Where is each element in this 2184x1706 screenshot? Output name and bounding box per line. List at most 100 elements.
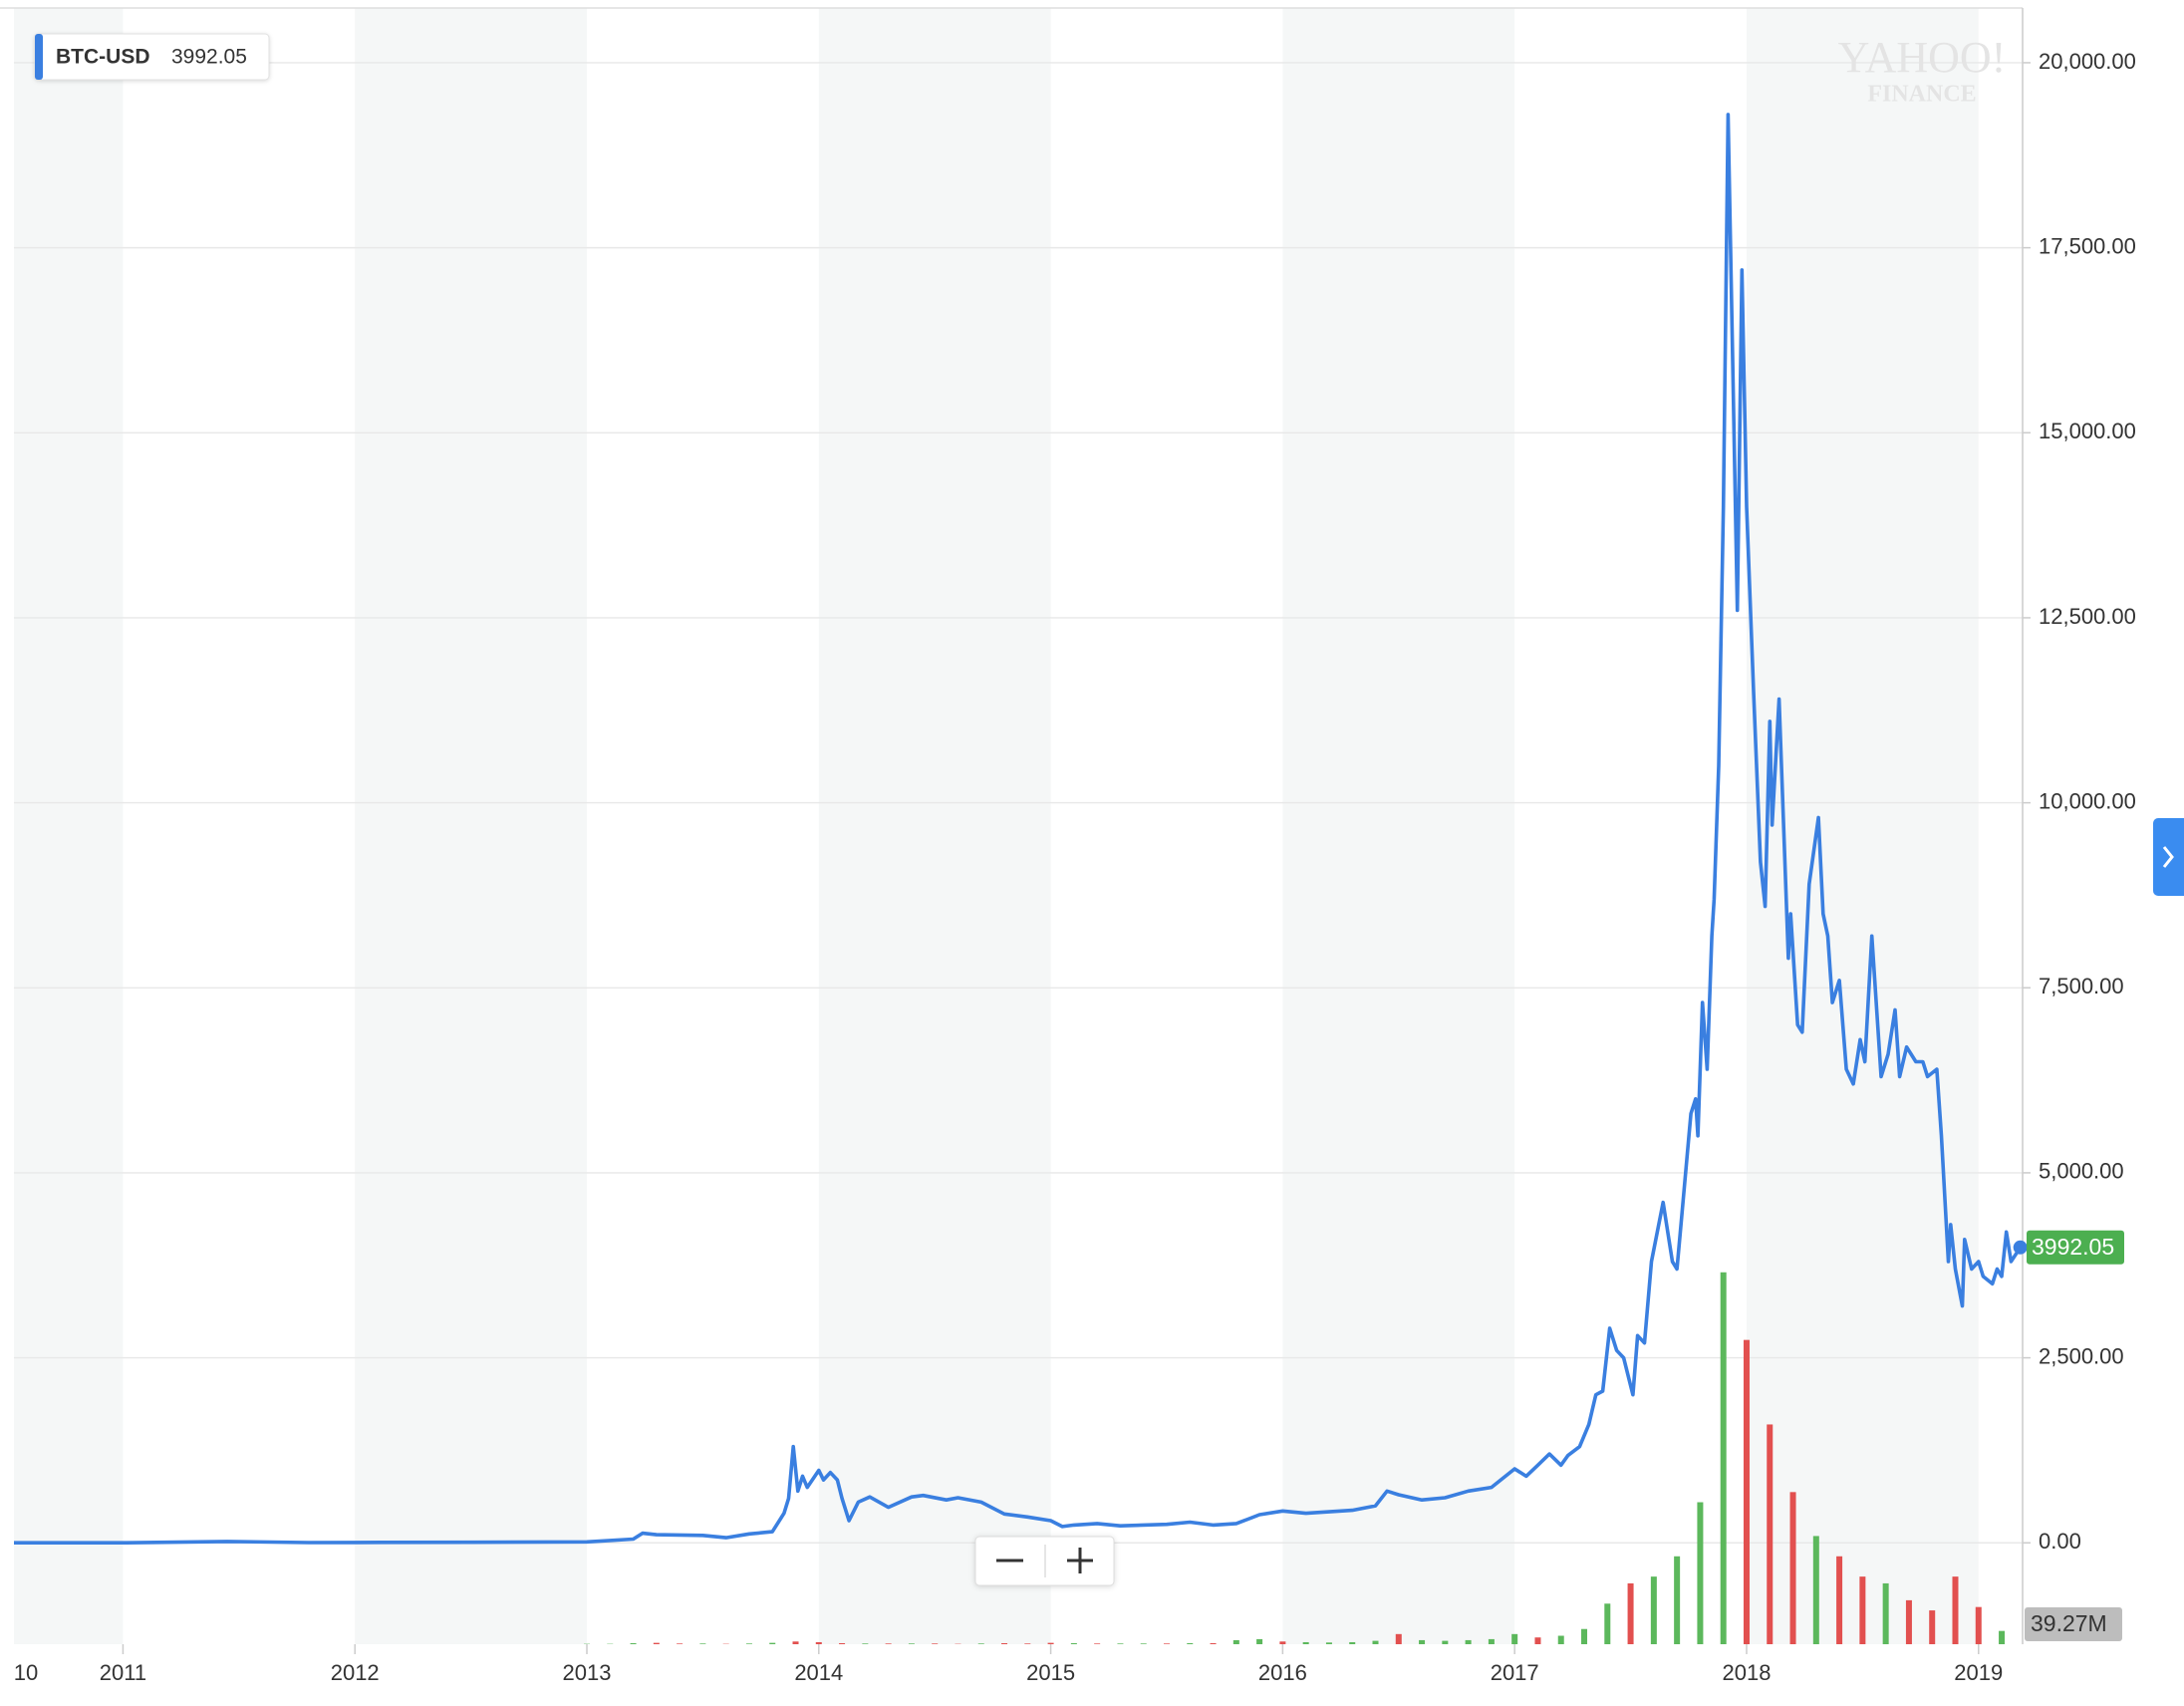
volume-bar (977, 1643, 984, 1644)
volume-bar (1557, 1635, 1564, 1644)
volume-bar (1465, 1639, 1472, 1644)
side-tab-button[interactable] (2153, 818, 2184, 896)
year-band (355, 8, 588, 1644)
volume-bar (1024, 1643, 1031, 1644)
x-tick-label: 2012 (331, 1660, 380, 1685)
volume-bar (1882, 1582, 1889, 1644)
price-line (14, 113, 2023, 1545)
volume-bar (1232, 1639, 1239, 1644)
y-tick-label: 2,500.00 (2039, 1343, 2124, 1368)
grid (14, 62, 2031, 1654)
volume-bar (1256, 1638, 1263, 1644)
legend-swatch (35, 34, 43, 80)
watermark: FINANCE (1867, 82, 1976, 108)
legend: BTC-USD 3992.05 (34, 33, 270, 81)
volume-tag-label: 39.27M (2031, 1610, 2107, 1636)
y-tick-label: 0.00 (2039, 1529, 2081, 1554)
volume-bar (1929, 1610, 1936, 1644)
volume-bar (1047, 1642, 1054, 1644)
legend-value: 3992.05 (171, 46, 247, 69)
volume-bar (1395, 1633, 1402, 1644)
volume-bar (908, 1643, 915, 1644)
side-tab[interactable] (2153, 818, 2184, 896)
last-point (2013, 1240, 2028, 1255)
volume-bar (1001, 1642, 1008, 1644)
x-tick-label: 2019 (1954, 1660, 2003, 1685)
volume-bar (1581, 1628, 1588, 1644)
chevron (2162, 846, 2174, 868)
price (14, 113, 2028, 1545)
volume-bar (1534, 1637, 1541, 1644)
price-tag (2027, 1230, 2124, 1265)
volume-bar (1419, 1639, 1426, 1644)
volume-bar (1210, 1642, 1217, 1644)
volume-bar (745, 1643, 752, 1644)
volume-bar (1163, 1643, 1170, 1644)
price-tag-label: 3992.05 (2032, 1234, 2114, 1260)
x-tick-label: 2016 (1258, 1660, 1307, 1685)
volume-bar (1140, 1643, 1147, 1644)
legend-name: BTC-USD (56, 46, 150, 69)
volume-bar (1697, 1502, 1704, 1644)
volume-bar (1604, 1603, 1611, 1644)
volume-bar (1812, 1536, 1819, 1644)
volume-bar (932, 1643, 939, 1644)
y-tick-label: 12,500.00 (2039, 604, 2136, 629)
volume-bar (1650, 1576, 1657, 1644)
volume-bar (1720, 1272, 1727, 1644)
volume-bar (1094, 1643, 1101, 1644)
y-tick-label: 15,000.00 (2039, 419, 2136, 443)
y-tick-label: 7,500.00 (2039, 974, 2124, 998)
volume-bar (1999, 1630, 2006, 1644)
zoom-controls (974, 1536, 1115, 1586)
year-band (14, 8, 124, 1644)
volume-bar (1674, 1556, 1681, 1644)
volume-bar (1511, 1633, 1518, 1644)
volume-bar (1488, 1638, 1495, 1644)
volume-bar (792, 1641, 799, 1644)
x-tick-label: 10 (14, 1660, 38, 1685)
volume (584, 1272, 2006, 1644)
volume-bar (815, 1641, 822, 1644)
x-tick-label: 2015 (1026, 1660, 1075, 1685)
volume-bar (1975, 1606, 1982, 1644)
volume-bar (862, 1643, 869, 1644)
volume-bar (1905, 1599, 1912, 1644)
volume-bar (1302, 1641, 1309, 1644)
volume-bar (653, 1642, 660, 1644)
x-tick-label: 2013 (563, 1660, 612, 1685)
year-band (1746, 8, 1979, 1644)
volume-bar (1767, 1424, 1774, 1644)
volume-bar (1952, 1576, 1959, 1644)
volume-bar (677, 1643, 683, 1644)
y-tick-label: 17,500.00 (2039, 233, 2136, 258)
watermark: YAHOO! (1838, 33, 2007, 82)
y-tick-label: 20,000.00 (2039, 49, 2136, 74)
axis-labels: 0.00 2,500.00 5,000.00 7,500.00 10,000.00 12,… (14, 49, 2136, 1685)
volume-bar (1117, 1643, 1124, 1644)
volume-bar (885, 1643, 892, 1644)
volume-bar (1627, 1582, 1634, 1644)
x-tick-label: 2011 (100, 1660, 146, 1685)
volume-bar (1836, 1556, 1843, 1644)
year-bands (14, 8, 1979, 1644)
volume-bar (1070, 1642, 1077, 1644)
volume-bar (1859, 1576, 1866, 1644)
volume-bar (769, 1642, 776, 1644)
volume-bar (1279, 1641, 1286, 1644)
x-tick-label: 2014 (794, 1660, 843, 1685)
volume-tag (2025, 1607, 2122, 1641)
x-tick-label: 2017 (1491, 1660, 1539, 1685)
y-tick-label: 5,000.00 (2039, 1159, 2124, 1184)
volume-bar (630, 1642, 637, 1644)
volume-bar (1442, 1640, 1449, 1644)
y-tick-label: 10,000.00 (2039, 788, 2136, 813)
volume-bar (699, 1643, 706, 1644)
volume-bar (1743, 1339, 1750, 1644)
volume-bar (1372, 1640, 1379, 1644)
year-band (1282, 8, 1515, 1644)
year-band (818, 8, 1051, 1644)
volume-bar (1789, 1492, 1796, 1644)
volume-bar (1325, 1642, 1332, 1644)
